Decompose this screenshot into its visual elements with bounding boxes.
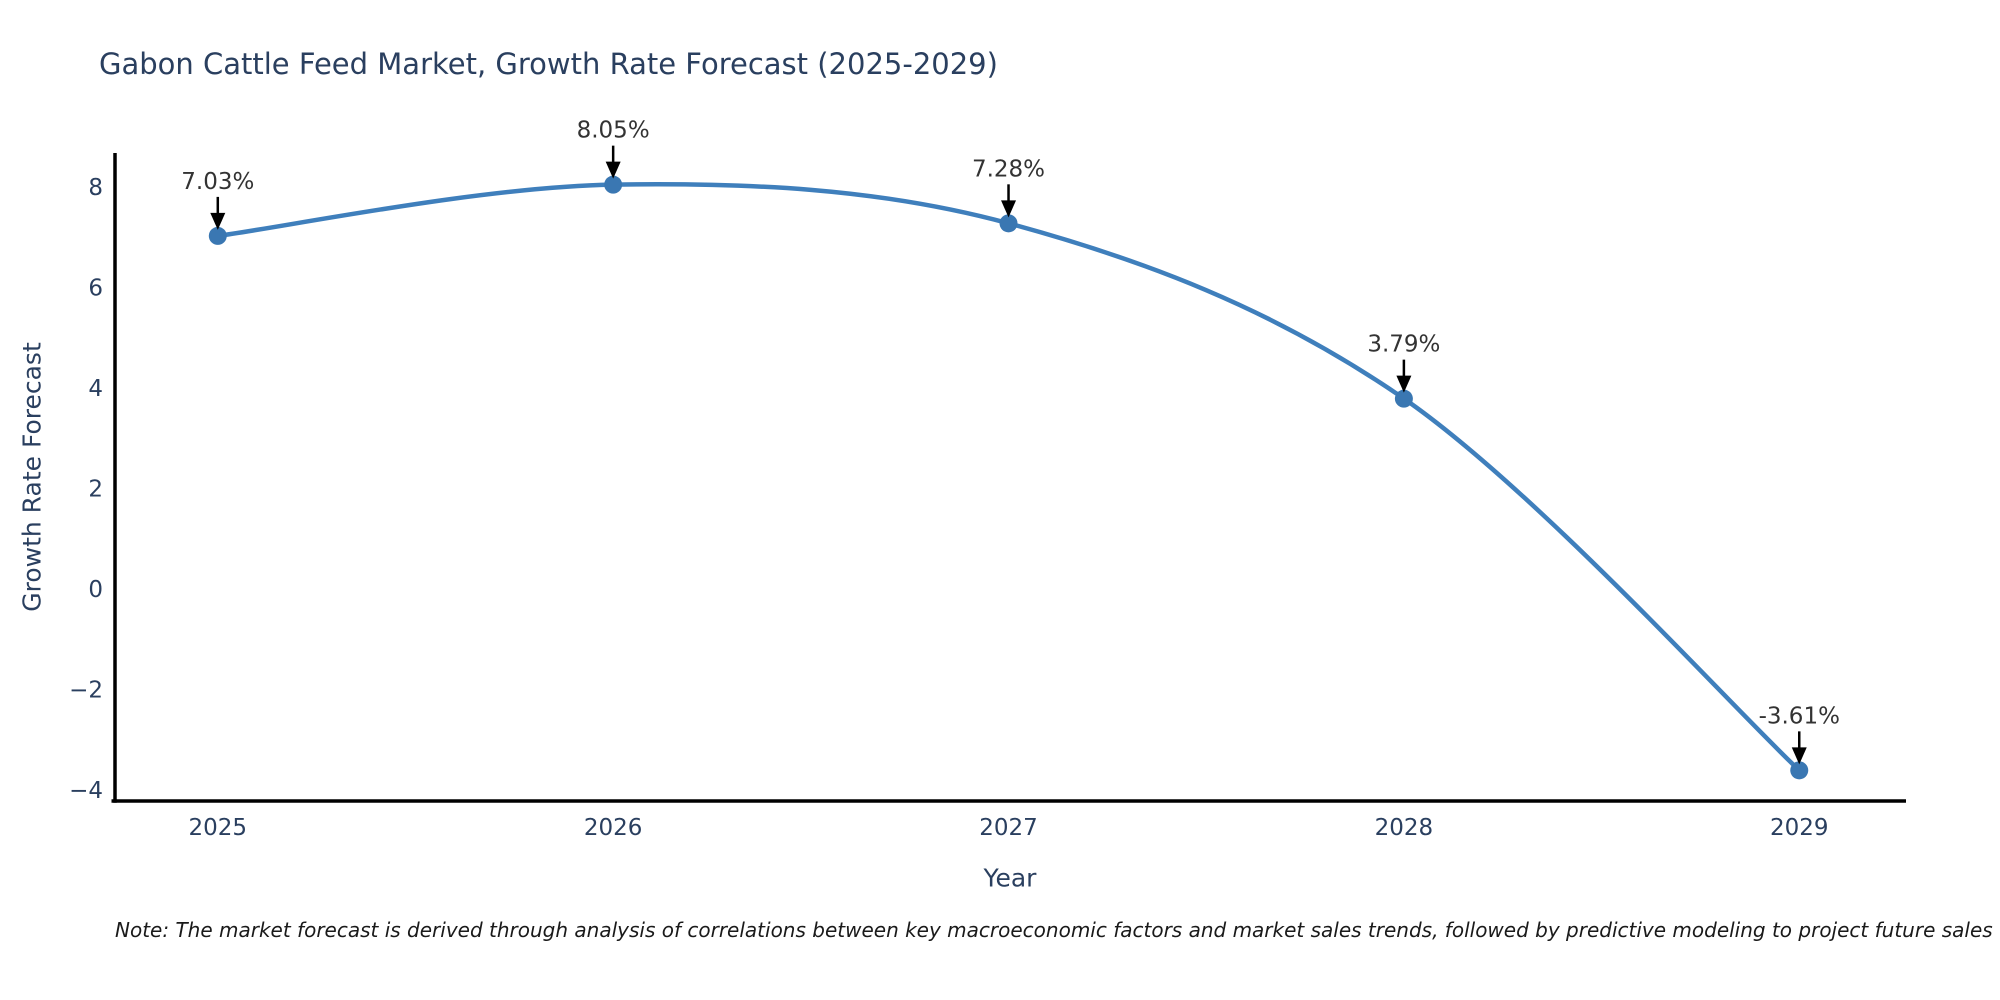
y-tick-label: −4 — [69, 778, 103, 804]
y-tick-label: 8 — [88, 175, 103, 201]
x-tick-label: 2028 — [1375, 815, 1434, 841]
y-tick-label: 4 — [88, 376, 103, 402]
y-tick-label: 6 — [88, 276, 103, 302]
x-tick-label: 2025 — [189, 815, 248, 841]
y-tick-label: 0 — [88, 577, 103, 603]
point-annotation-label: 3.79% — [1367, 332, 1440, 358]
footnote: Note: The market forecast is derived thr… — [115, 918, 1993, 942]
point-annotation-label: 8.05% — [577, 118, 650, 144]
x-axis-title: Year — [983, 863, 1037, 893]
point-annotation-label: -3.61% — [1759, 703, 1840, 729]
annotation-arrow-head — [1396, 375, 1412, 393]
data-point-marker — [604, 175, 623, 194]
data-point-marker — [208, 226, 227, 245]
annotation-arrow-head — [605, 161, 621, 179]
data-point-marker — [999, 214, 1018, 233]
y-tick-label: −2 — [69, 677, 103, 703]
point-annotation-label: 7.03% — [181, 169, 254, 195]
series-line — [215, 181, 1802, 773]
point-annotation-label: 7.28% — [972, 156, 1045, 182]
data-point-marker — [1394, 389, 1413, 408]
annotation-arrow-head — [210, 212, 226, 230]
annotation-arrow-head — [1001, 200, 1017, 218]
y-tick-label: 2 — [88, 477, 103, 503]
data-point-marker — [1790, 761, 1809, 780]
x-tick-label: 2026 — [584, 815, 643, 841]
x-tick-label: 2027 — [979, 815, 1038, 841]
x-tick-label: 2029 — [1770, 815, 1829, 841]
chart-title: Gabon Cattle Feed Market, Growth Rate Fo… — [99, 47, 998, 81]
annotation-arrow-head — [1791, 747, 1807, 765]
